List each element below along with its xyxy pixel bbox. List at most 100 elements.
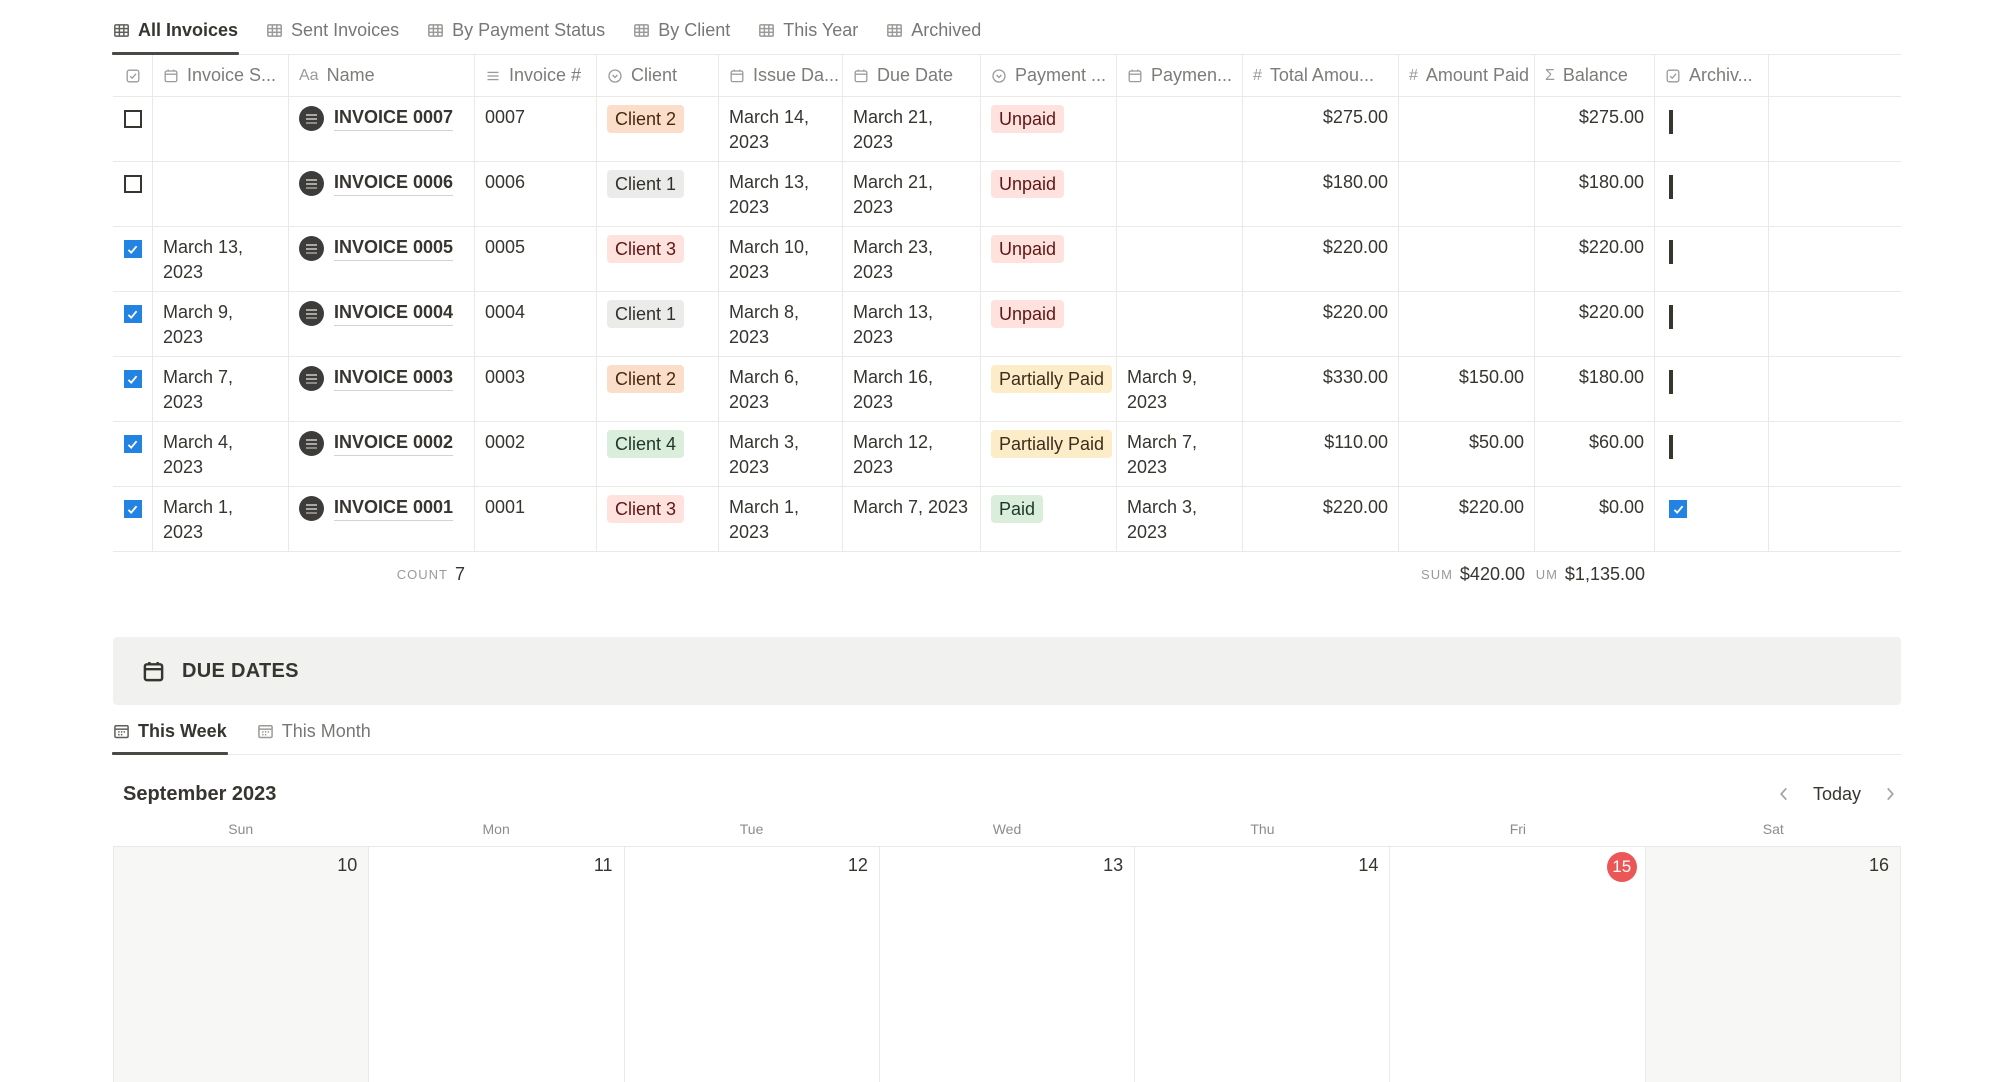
cell-balance[interactable]: $180.00 <box>1535 357 1655 422</box>
cell-issue-date[interactable]: March 10, 2023 <box>719 227 843 292</box>
tab-this-year[interactable]: This Year <box>758 20 858 54</box>
tab-by-payment-status[interactable]: By Payment Status <box>427 20 605 54</box>
column-header-archived[interactable]: Archiv... <box>1655 55 1769 97</box>
cell-balance[interactable]: $220.00 <box>1535 292 1655 357</box>
archived-checkbox[interactable] <box>1669 110 1673 134</box>
tab-sent-invoices[interactable]: Sent Invoices <box>266 20 399 54</box>
row-select-checkbox[interactable] <box>123 370 142 388</box>
invoice-page-link[interactable]: INVOICE 0007 <box>334 105 454 131</box>
calendar-day-cell[interactable]: 13 <box>880 847 1136 1082</box>
next-week-button[interactable] <box>1879 783 1901 805</box>
cell-due-date[interactable]: March 21, 2023 <box>843 162 981 227</box>
cell-balance[interactable]: $0.00 <box>1535 487 1655 552</box>
today-button[interactable]: Today <box>1812 783 1861 804</box>
invoice-page-link[interactable]: INVOICE 0002 <box>334 430 454 456</box>
tab-archived[interactable]: Archived <box>886 20 981 54</box>
cell-balance[interactable]: $220.00 <box>1535 227 1655 292</box>
tab-this-week[interactable]: This Week <box>112 721 228 755</box>
calendar-day-cell[interactable]: 11 <box>369 847 625 1082</box>
cell-issue-date[interactable]: March 3, 2023 <box>719 422 843 487</box>
cell-issue-date[interactable]: March 8, 2023 <box>719 292 843 357</box>
cell-invoice-number[interactable]: 0003 <box>475 357 597 422</box>
column-header-payment-status[interactable]: Payment ... <box>981 55 1117 97</box>
cell-payment-status[interactable]: Unpaid <box>981 292 1117 357</box>
column-header-issue-date[interactable]: Issue Da... <box>719 55 843 97</box>
invoice-page-link[interactable]: INVOICE 0006 <box>334 170 454 196</box>
cell-invoice-sent[interactable]: March 9, 2023 <box>153 292 289 357</box>
cell-invoice-number[interactable]: 0007 <box>475 97 597 162</box>
cell-client[interactable]: Client 3 <box>597 487 719 552</box>
invoice-page-link[interactable]: INVOICE 0001 <box>334 495 454 521</box>
footer-sum-amount-paid[interactable]: SUM $420.00 <box>1399 552 1535 596</box>
cell-total-amount[interactable]: $110.00 <box>1243 422 1399 487</box>
cell-amount-paid[interactable] <box>1399 162 1535 227</box>
cell-due-date[interactable]: March 13, 2023 <box>843 292 981 357</box>
calendar-day-cell[interactable]: 10 <box>114 847 370 1082</box>
cell-issue-date[interactable]: March 13, 2023 <box>719 162 843 227</box>
cell-payment-date[interactable]: March 9, 2023 <box>1117 357 1243 422</box>
cell-total-amount[interactable]: $180.00 <box>1243 162 1399 227</box>
cell-amount-paid[interactable] <box>1399 227 1535 292</box>
column-header-amount-paid[interactable]: # Amount Paid <box>1399 55 1535 97</box>
cell-total-amount[interactable]: $220.00 <box>1243 227 1399 292</box>
cell-invoice-number[interactable]: 0004 <box>475 292 597 357</box>
cell-payment-status[interactable]: Paid <box>981 487 1117 552</box>
cell-invoice-sent[interactable]: March 1, 2023 <box>153 487 289 552</box>
footer-count[interactable]: COUNT 7 <box>289 552 475 596</box>
tab-this-month[interactable]: This Month <box>257 721 371 754</box>
column-header-total-amount[interactable]: # Total Amou... <box>1243 55 1399 97</box>
cell-balance[interactable]: $180.00 <box>1535 162 1655 227</box>
row-select-checkbox[interactable] <box>123 435 142 453</box>
cell-payment-date[interactable] <box>1117 162 1243 227</box>
archived-checkbox[interactable] <box>1669 435 1673 459</box>
archived-checkbox[interactable] <box>1669 370 1673 394</box>
cell-client[interactable]: Client 3 <box>597 227 719 292</box>
invoice-page-link[interactable]: INVOICE 0004 <box>334 300 454 326</box>
cell-client[interactable]: Client 1 <box>597 162 719 227</box>
cell-payment-date[interactable] <box>1117 227 1243 292</box>
cell-balance[interactable]: $60.00 <box>1535 422 1655 487</box>
column-header-name[interactable]: Aa Name <box>289 55 475 97</box>
archived-checkbox[interactable] <box>1669 500 1687 518</box>
cell-due-date[interactable]: March 12, 2023 <box>843 422 981 487</box>
cell-due-date[interactable]: March 16, 2023 <box>843 357 981 422</box>
cell-invoice-number[interactable]: 0006 <box>475 162 597 227</box>
archived-checkbox[interactable] <box>1669 240 1673 264</box>
cell-invoice-sent[interactable]: March 7, 2023 <box>153 357 289 422</box>
cell-total-amount[interactable]: $220.00 <box>1243 487 1399 552</box>
column-header-invoice-number[interactable]: Invoice # <box>475 55 597 97</box>
cell-issue-date[interactable]: March 14, 2023 <box>719 97 843 162</box>
cell-due-date[interactable]: March 23, 2023 <box>843 227 981 292</box>
cell-client[interactable]: Client 2 <box>597 357 719 422</box>
cell-total-amount[interactable]: $220.00 <box>1243 292 1399 357</box>
column-header-invoice-sent[interactable]: Invoice S... <box>153 55 289 97</box>
cell-amount-paid[interactable] <box>1399 97 1535 162</box>
row-select-checkbox[interactable] <box>123 240 142 258</box>
cell-payment-status[interactable]: Partially Paid <box>981 422 1117 487</box>
invoice-page-link[interactable]: INVOICE 0003 <box>334 365 454 391</box>
cell-issue-date[interactable]: March 6, 2023 <box>719 357 843 422</box>
cell-payment-status[interactable]: Unpaid <box>981 97 1117 162</box>
footer-sum-balance[interactable]: UM $1,135.00 <box>1535 552 1655 596</box>
cell-amount-paid[interactable]: $50.00 <box>1399 422 1535 487</box>
column-header-balance[interactable]: Σ Balance <box>1535 55 1655 97</box>
cell-total-amount[interactable]: $330.00 <box>1243 357 1399 422</box>
calendar-day-cell[interactable]: 14 <box>1135 847 1391 1082</box>
row-select-checkbox[interactable] <box>123 500 142 518</box>
cell-payment-status[interactable]: Unpaid <box>981 162 1117 227</box>
cell-amount-paid[interactable]: $220.00 <box>1399 487 1535 552</box>
cell-invoice-sent[interactable] <box>153 162 289 227</box>
previous-week-button[interactable] <box>1773 783 1795 805</box>
cell-payment-date[interactable] <box>1117 97 1243 162</box>
cell-client[interactable]: Client 2 <box>597 97 719 162</box>
archived-checkbox[interactable] <box>1669 305 1673 329</box>
invoice-page-link[interactable]: INVOICE 0005 <box>334 235 454 261</box>
row-select-checkbox[interactable] <box>123 110 142 128</box>
row-select-checkbox[interactable] <box>123 305 142 323</box>
cell-amount-paid[interactable] <box>1399 292 1535 357</box>
cell-payment-status[interactable]: Unpaid <box>981 227 1117 292</box>
cell-due-date[interactable]: March 21, 2023 <box>843 97 981 162</box>
cell-issue-date[interactable]: March 1, 2023 <box>719 487 843 552</box>
column-header-client[interactable]: Client <box>597 55 719 97</box>
cell-client[interactable]: Client 4 <box>597 422 719 487</box>
